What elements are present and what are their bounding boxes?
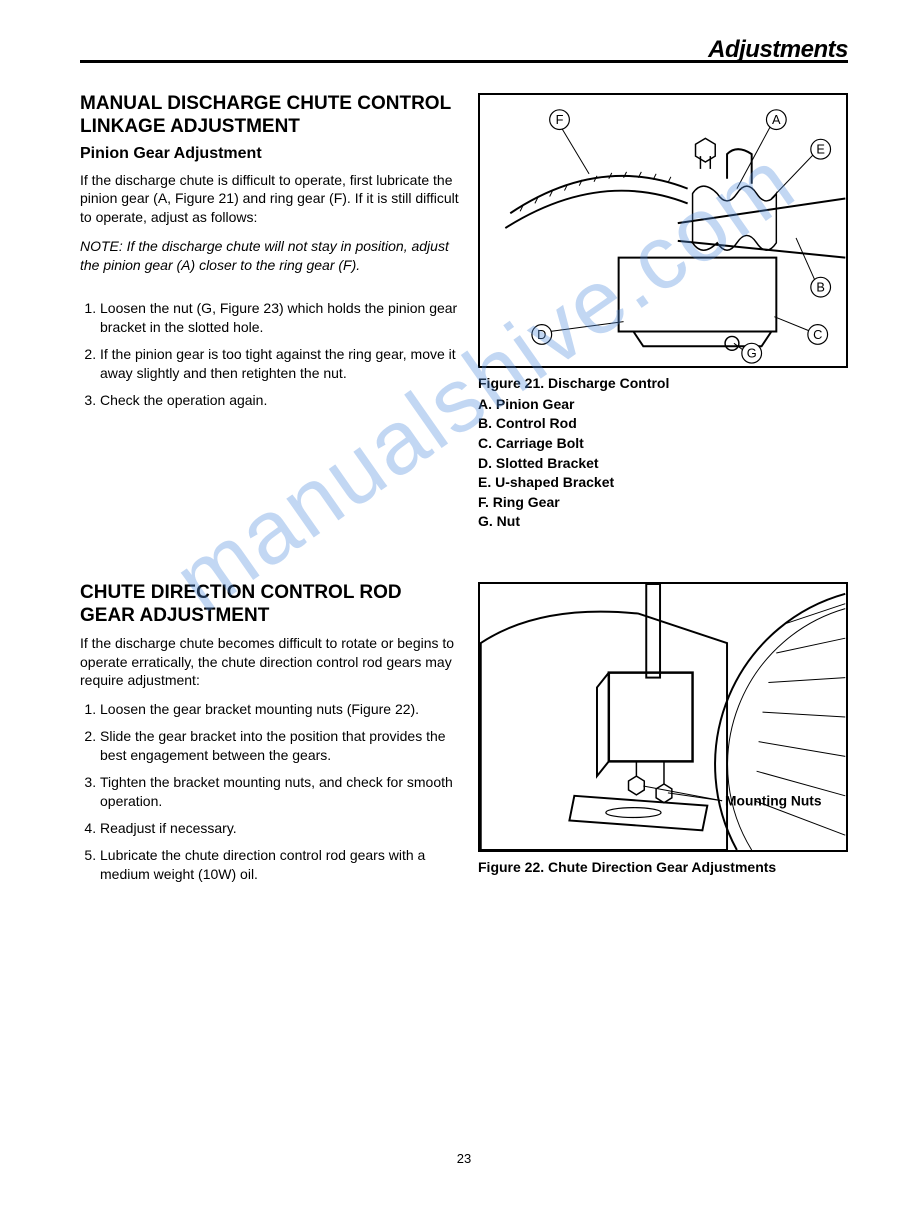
figure22-caption: Figure 22. Chute Direction Gear Adjustme… [478, 858, 848, 877]
list-item: Check the operation again. [100, 391, 460, 410]
list-item: Loosen the gear bracket mounting nuts (F… [100, 700, 460, 719]
page-number: 23 [80, 1151, 848, 1166]
list-item: Readjust if necessary. [100, 819, 460, 838]
callout-b: B [816, 280, 825, 295]
section1-note: NOTE: If the discharge chute will not st… [80, 237, 460, 275]
section1-heading: MANUAL DISCHARGE CHUTE CONTROL LINKAGE A… [80, 93, 460, 139]
callout-g: G [747, 346, 757, 361]
callout-c: C [813, 327, 822, 342]
legend-item: G. Nut [478, 512, 848, 532]
callout-e: E [816, 142, 825, 157]
section1-steps: Loosen the nut (G, Figure 23) which hold… [80, 299, 460, 409]
figure21-svg: F A E B C [480, 95, 846, 366]
list-item: If the pinion gear is too tight against … [100, 345, 460, 383]
legend-item: A. Pinion Gear [478, 395, 848, 415]
section2-heading: CHUTE DIRECTION CONTROL ROD GEAR ADJUSTM… [80, 582, 460, 628]
callout-d: D [537, 327, 546, 342]
callout-a: A [772, 112, 781, 127]
legend-item: E. U-shaped Bracket [478, 473, 848, 493]
legend-item: C. Carriage Bolt [478, 434, 848, 454]
legend-item: B. Control Rod [478, 414, 848, 434]
section1-intro: If the discharge chute is difficult to o… [80, 171, 460, 228]
list-item: Loosen the nut (G, Figure 23) which hold… [100, 299, 460, 337]
callout-f: F [556, 112, 564, 127]
section2-steps: Loosen the gear bracket mounting nuts (F… [80, 700, 460, 883]
figure21-caption: Figure 21. Discharge Control [478, 374, 848, 393]
list-item: Lubricate the chute direction control ro… [100, 846, 460, 884]
list-item: Slide the gear bracket into the position… [100, 727, 460, 765]
figure21-box: F A E B C [478, 93, 848, 368]
figure22-label: Mounting Nuts [725, 794, 822, 809]
section-header: Adjustments [708, 36, 848, 64]
figure22-box: Mounting Nuts [478, 582, 848, 852]
header-rule: Adjustments [80, 60, 848, 63]
section1-subheading: Pinion Gear Adjustment [80, 145, 460, 163]
figure22-svg: Mounting Nuts [480, 584, 846, 850]
list-item: Tighten the bracket mounting nuts, and c… [100, 773, 460, 811]
legend-item: D. Slotted Bracket [478, 454, 848, 474]
section2-intro: If the discharge chute becomes difficult… [80, 634, 460, 691]
legend-item: F. Ring Gear [478, 493, 848, 513]
figure21-legend: A. Pinion Gear B. Control Rod C. Carriag… [478, 395, 848, 532]
